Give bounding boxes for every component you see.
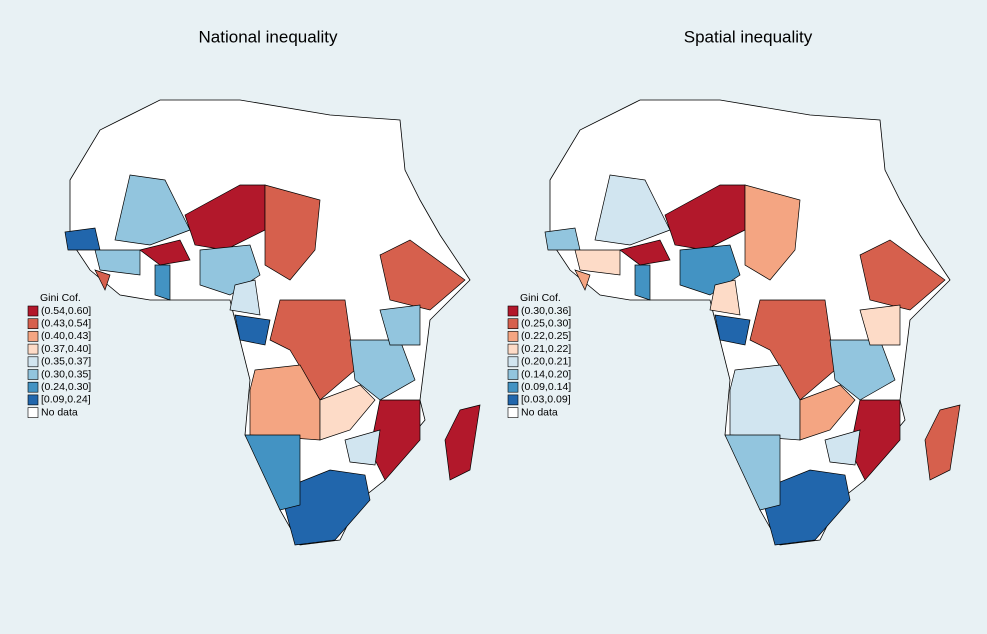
country xyxy=(344,429,381,466)
legend-swatch xyxy=(27,407,39,418)
legend-swatch xyxy=(27,318,39,330)
country xyxy=(744,184,801,281)
country xyxy=(244,434,301,511)
country xyxy=(859,304,901,346)
legend-swatch xyxy=(507,318,519,330)
country xyxy=(139,239,191,266)
legend-label: (0.25,0.30] xyxy=(521,317,571,329)
legend-swatch xyxy=(507,331,519,342)
country xyxy=(94,269,111,291)
country xyxy=(619,239,671,266)
legend-swatch xyxy=(507,407,519,418)
country xyxy=(724,434,781,511)
country xyxy=(229,279,261,316)
legend-swatch xyxy=(507,305,519,317)
legend-swatch xyxy=(507,343,519,355)
country xyxy=(824,429,861,466)
legend-swatch xyxy=(27,369,39,380)
country xyxy=(594,174,671,246)
legend-swatch xyxy=(27,305,39,317)
legend-swatch xyxy=(507,381,519,393)
country xyxy=(154,264,171,301)
legend-label: (0.54,0.60] xyxy=(41,305,91,317)
country xyxy=(924,404,961,481)
country xyxy=(634,264,651,301)
country xyxy=(714,314,751,346)
legend-title: Gini Cof. xyxy=(520,292,561,304)
country xyxy=(759,469,851,546)
country xyxy=(859,239,946,311)
legend-swatch xyxy=(27,331,39,342)
country xyxy=(574,269,591,291)
country xyxy=(64,227,101,251)
legend-swatch xyxy=(507,356,519,368)
legend-label: No data xyxy=(41,406,78,418)
legend-swatch xyxy=(27,343,39,355)
legend-label: No data xyxy=(521,406,558,418)
legend-label: (0.22,0.25] xyxy=(521,330,571,342)
country xyxy=(379,304,421,346)
legend-label: (0.37,0.40] xyxy=(41,343,91,355)
country xyxy=(94,249,141,276)
country xyxy=(379,239,466,311)
country xyxy=(574,249,621,276)
legend-label: (0.14,0.20] xyxy=(521,368,571,380)
legend-swatch xyxy=(27,394,39,406)
legend-label: (0.40,0.43] xyxy=(41,330,91,342)
map-title: Spatial inequality xyxy=(684,27,813,46)
country xyxy=(319,384,376,441)
country xyxy=(709,279,741,316)
legend-swatch xyxy=(27,356,39,368)
country xyxy=(234,314,271,346)
country xyxy=(279,469,371,546)
legend-label: (0.20,0.21] xyxy=(521,356,571,368)
map-title: National inequality xyxy=(199,27,338,46)
legend-label: (0.30,0.36] xyxy=(521,305,571,317)
legend-label: (0.35,0.37] xyxy=(41,356,91,368)
country xyxy=(799,384,856,441)
legend-swatch xyxy=(507,394,519,406)
legend-label: (0.09,0.14] xyxy=(521,381,571,393)
legend-label: (0.30,0.35] xyxy=(41,368,91,380)
country xyxy=(114,174,191,246)
country xyxy=(544,227,581,251)
legend-label: (0.43,0.54] xyxy=(41,317,91,329)
legend-title: Gini Cof. xyxy=(40,292,81,304)
legend-label: (0.21,0.22] xyxy=(521,343,571,355)
country xyxy=(264,184,321,281)
legend-swatch xyxy=(507,369,519,380)
legend-swatch xyxy=(27,381,39,393)
legend-label: [0.03,0.09] xyxy=(521,394,571,406)
country xyxy=(444,404,481,481)
legend-label: [0.09,0.24] xyxy=(41,394,91,406)
legend-label: (0.24,0.30] xyxy=(41,381,91,393)
